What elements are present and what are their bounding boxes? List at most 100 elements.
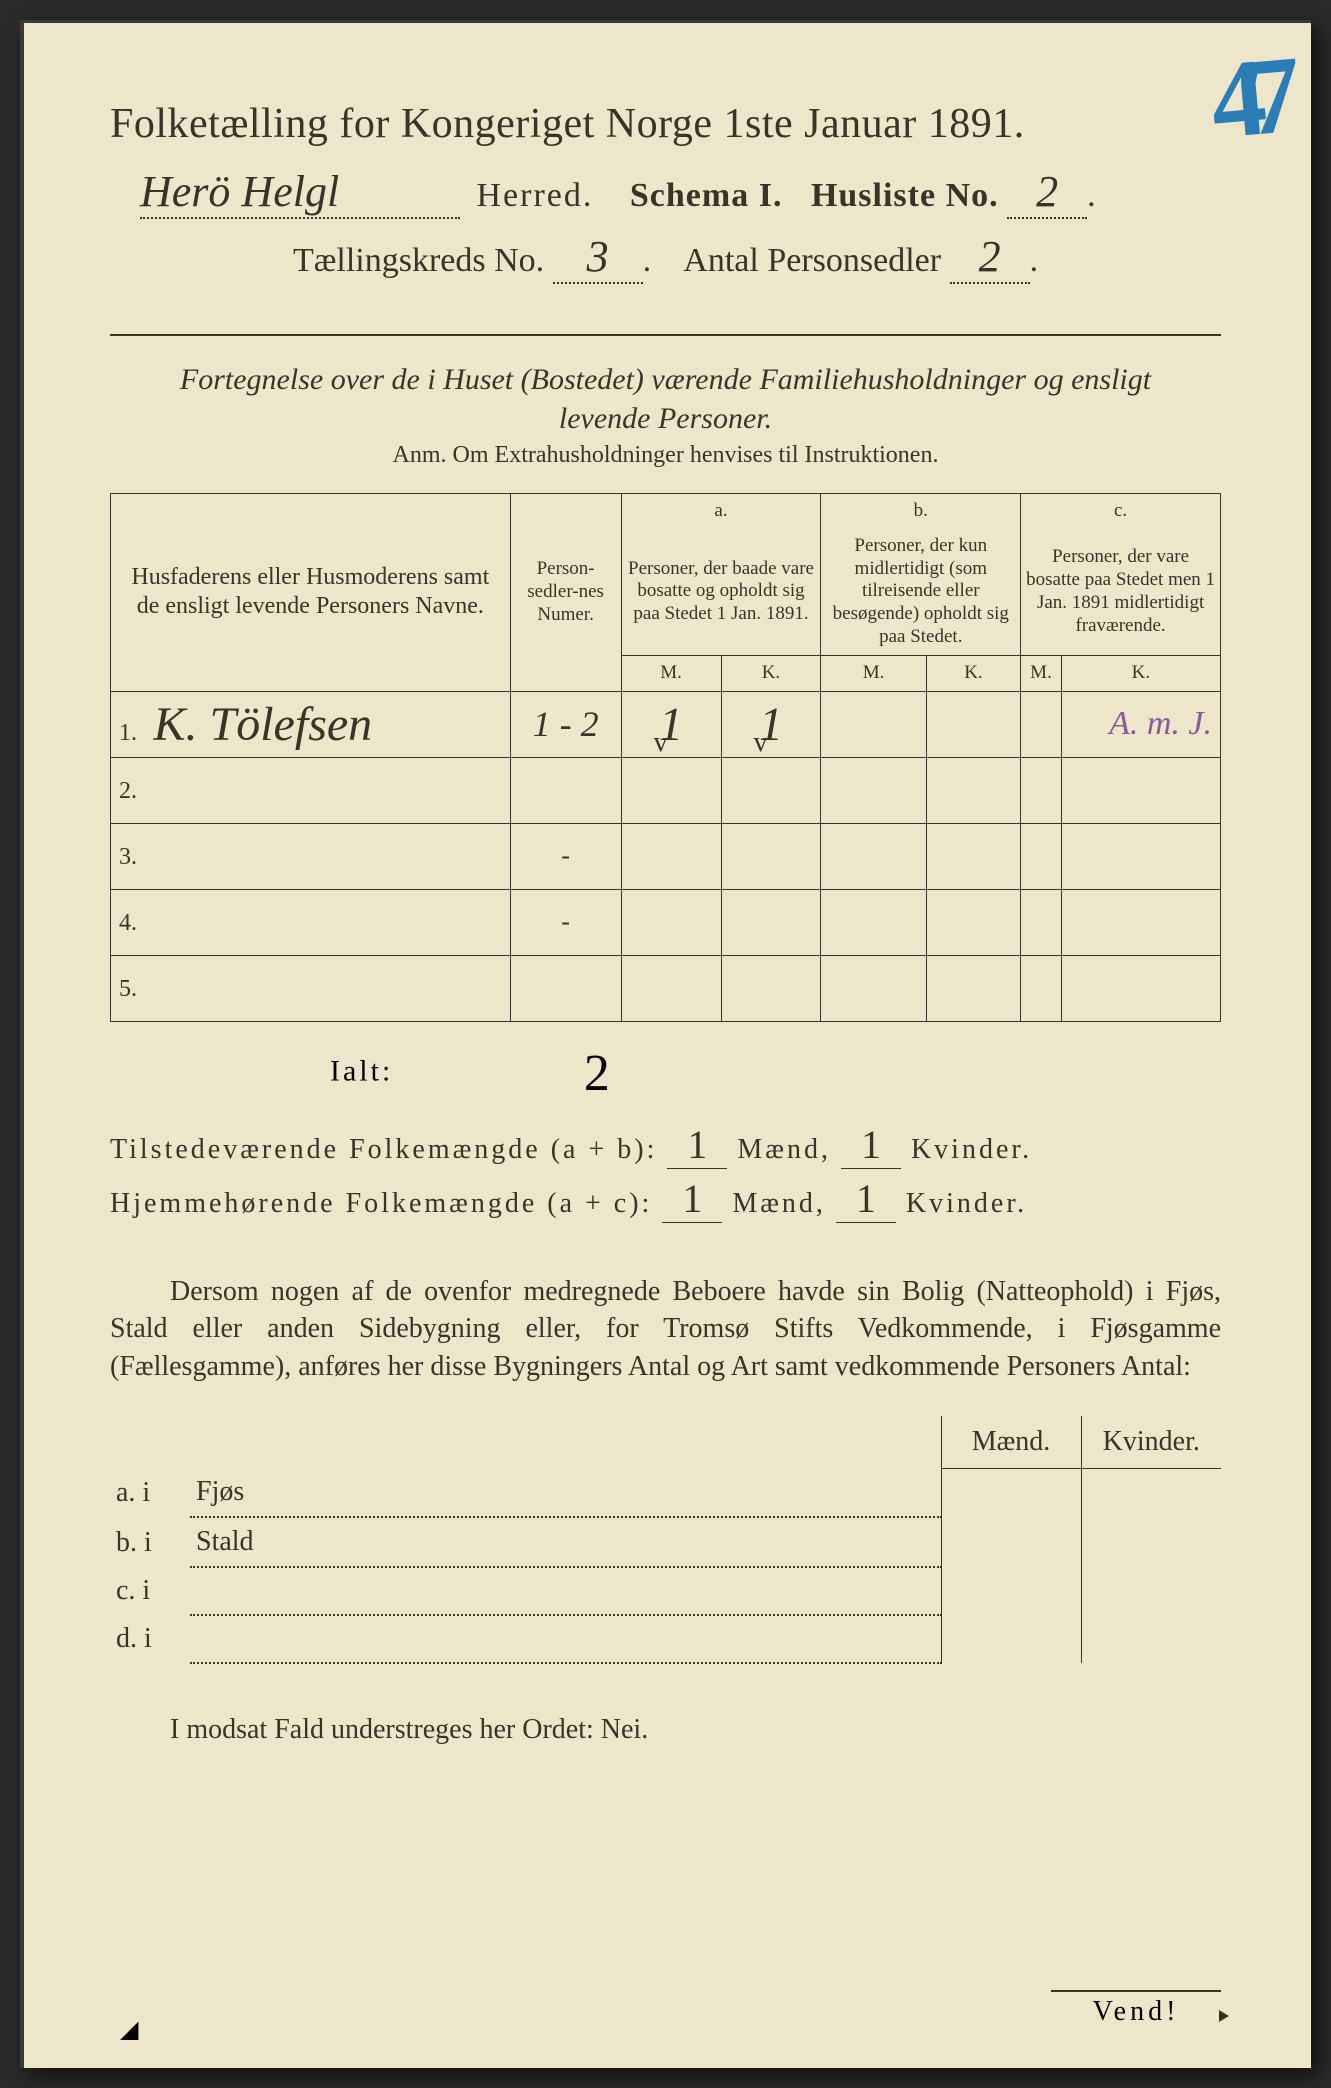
check-mark: v <box>654 727 668 759</box>
ialt-row: Ialt: 2 <box>330 1044 1221 1103</box>
row-num: 5. <box>119 976 147 1003</box>
cell <box>621 889 721 955</box>
sum-klabel: Kvinder. <box>906 1188 1027 1219</box>
cell <box>1061 757 1220 823</box>
col-c-top: c. <box>1021 494 1221 529</box>
col-num: Person-sedler-nes Numer. <box>510 494 621 692</box>
document-title: Folketælling for Kongeriget Norge 1ste J… <box>110 100 1221 148</box>
ialt-label: Ialt: <box>330 1054 393 1087</box>
cell <box>621 757 721 823</box>
ialt-value: 2 <box>584 1044 613 1103</box>
cell <box>821 955 926 1021</box>
margin-note: A. m. J. <box>1109 705 1212 742</box>
cell: - <box>510 889 621 955</box>
cell <box>721 955 821 1021</box>
building-table: Mænd. Kvinder. a. i Fjøs b. i Stald c. i… <box>110 1416 1221 1665</box>
nei-line: I modsat Fald understreges her Ordet: Ne… <box>110 1714 1221 1746</box>
bldg-head-m: Mænd. <box>941 1416 1081 1469</box>
sum-mlabel: Mænd, <box>737 1134 831 1165</box>
husliste-value: 2 <box>1036 167 1058 216</box>
cell <box>926 757 1020 823</box>
cell <box>510 757 621 823</box>
bldg-head-k: Kvinder. <box>1081 1416 1221 1469</box>
summary-resident: Hjemmehørende Folkemængde (a + c): 1 Mæn… <box>110 1175 1221 1223</box>
col-c-m: M. <box>1021 655 1062 691</box>
col-b-m: M. <box>821 655 926 691</box>
building-paragraph: Dersom nogen af de ovenfor medregnede Be… <box>110 1273 1221 1386</box>
antal-value: 2 <box>979 232 1001 281</box>
sum-k: 1 <box>836 1175 896 1223</box>
bldg-k <box>1081 1517 1221 1567</box>
cell <box>821 823 926 889</box>
sum-m: 1 <box>662 1175 722 1223</box>
col-a-top: a. <box>621 494 821 529</box>
cell <box>1061 889 1220 955</box>
cell <box>510 955 621 1021</box>
table-row: 5. <box>111 955 1221 1021</box>
cell <box>821 757 926 823</box>
col-a-m: M. <box>621 655 721 691</box>
cell <box>1061 823 1220 889</box>
bldg-row: a. i Fjøs <box>110 1468 1221 1517</box>
anm-note: Anm. Om Extrahusholdninger henvises til … <box>110 442 1221 469</box>
household-table: Husfaderens eller Husmoderens samt de en… <box>110 493 1221 1022</box>
bldg-label: Fjøs <box>196 1476 244 1507</box>
cell <box>1021 823 1062 889</box>
corner-tick: ◢ <box>120 2015 138 2044</box>
kreds-value: 3 <box>587 232 609 281</box>
bldg-label <box>190 1615 941 1663</box>
col-a: Personer, der baade vare bosatte og opho… <box>621 529 821 655</box>
cell <box>721 823 821 889</box>
col-a-k: K. <box>721 655 821 691</box>
divider <box>110 334 1221 336</box>
cell <box>1021 691 1062 757</box>
kreds-label: Tællingskreds No. <box>293 242 544 279</box>
cell <box>1061 955 1220 1021</box>
sum-label: Hjemmehørende Folkemængde (a + c): <box>110 1188 652 1219</box>
row-num: 3. <box>119 844 147 871</box>
cell <box>926 691 1020 757</box>
col-b-top: b. <box>821 494 1021 529</box>
cell <box>721 757 821 823</box>
bldg-m <box>941 1615 1081 1663</box>
bldg-label <box>190 1567 941 1615</box>
left-edge <box>20 20 24 2068</box>
row-num: 2. <box>119 778 147 805</box>
cell <box>1021 889 1062 955</box>
cell <box>1021 757 1062 823</box>
table-row: 2. <box>111 757 1221 823</box>
col-b-k: K. <box>926 655 1020 691</box>
row-sedler: 1 - 2 <box>533 704 599 744</box>
table-row: 4. - <box>111 889 1221 955</box>
schema-label: Schema I. <box>630 177 783 214</box>
bldg-k <box>1081 1468 1221 1517</box>
col-c: Personer, der vare bosatte paa Stedet me… <box>1021 529 1221 655</box>
col-b: Personer, der kun midlertidigt (som tilr… <box>821 529 1021 655</box>
bldg-row: b. i Stald <box>110 1517 1221 1567</box>
herred-label: Herred. <box>477 177 594 214</box>
row-name: K. Tölefsen <box>154 698 373 751</box>
cell <box>821 889 926 955</box>
row-num: 4. <box>119 910 147 937</box>
bldg-key: c. i <box>110 1567 190 1615</box>
table-body: 1. K. Tölefsen 1 - 2 1v 1v A. m. J. 2. 3… <box>111 691 1221 1021</box>
sum-label: Tilstedeværende Folkemængde (a + b): <box>110 1134 657 1165</box>
table-row: 1. K. Tölefsen 1 - 2 1v 1v A. m. J. <box>111 691 1221 757</box>
cell <box>926 823 1020 889</box>
census-form-page: 47 Folketælling for Kongeriget Norge 1st… <box>20 20 1311 2068</box>
bldg-key: a. i <box>110 1468 190 1517</box>
sum-k: 1 <box>841 1121 901 1169</box>
fortegnelse-heading: Fortegnelse over de i Huset (Bostedet) v… <box>110 360 1221 438</box>
cell <box>721 889 821 955</box>
bldg-k <box>1081 1615 1221 1663</box>
col-name: Husfaderens eller Husmoderens samt de en… <box>111 494 511 692</box>
cell: - <box>510 823 621 889</box>
bldg-key: b. i <box>110 1517 190 1567</box>
summary-present: Tilstedeværende Folkemængde (a + b): 1 M… <box>110 1121 1221 1169</box>
herred-line: Herö Helgl Herred. Schema I. Husliste No… <box>110 166 1221 219</box>
herred-value: Herö Helgl <box>140 167 339 216</box>
cell <box>821 691 926 757</box>
top-edge <box>20 20 1311 23</box>
bldg-m <box>941 1517 1081 1567</box>
cell <box>621 823 721 889</box>
